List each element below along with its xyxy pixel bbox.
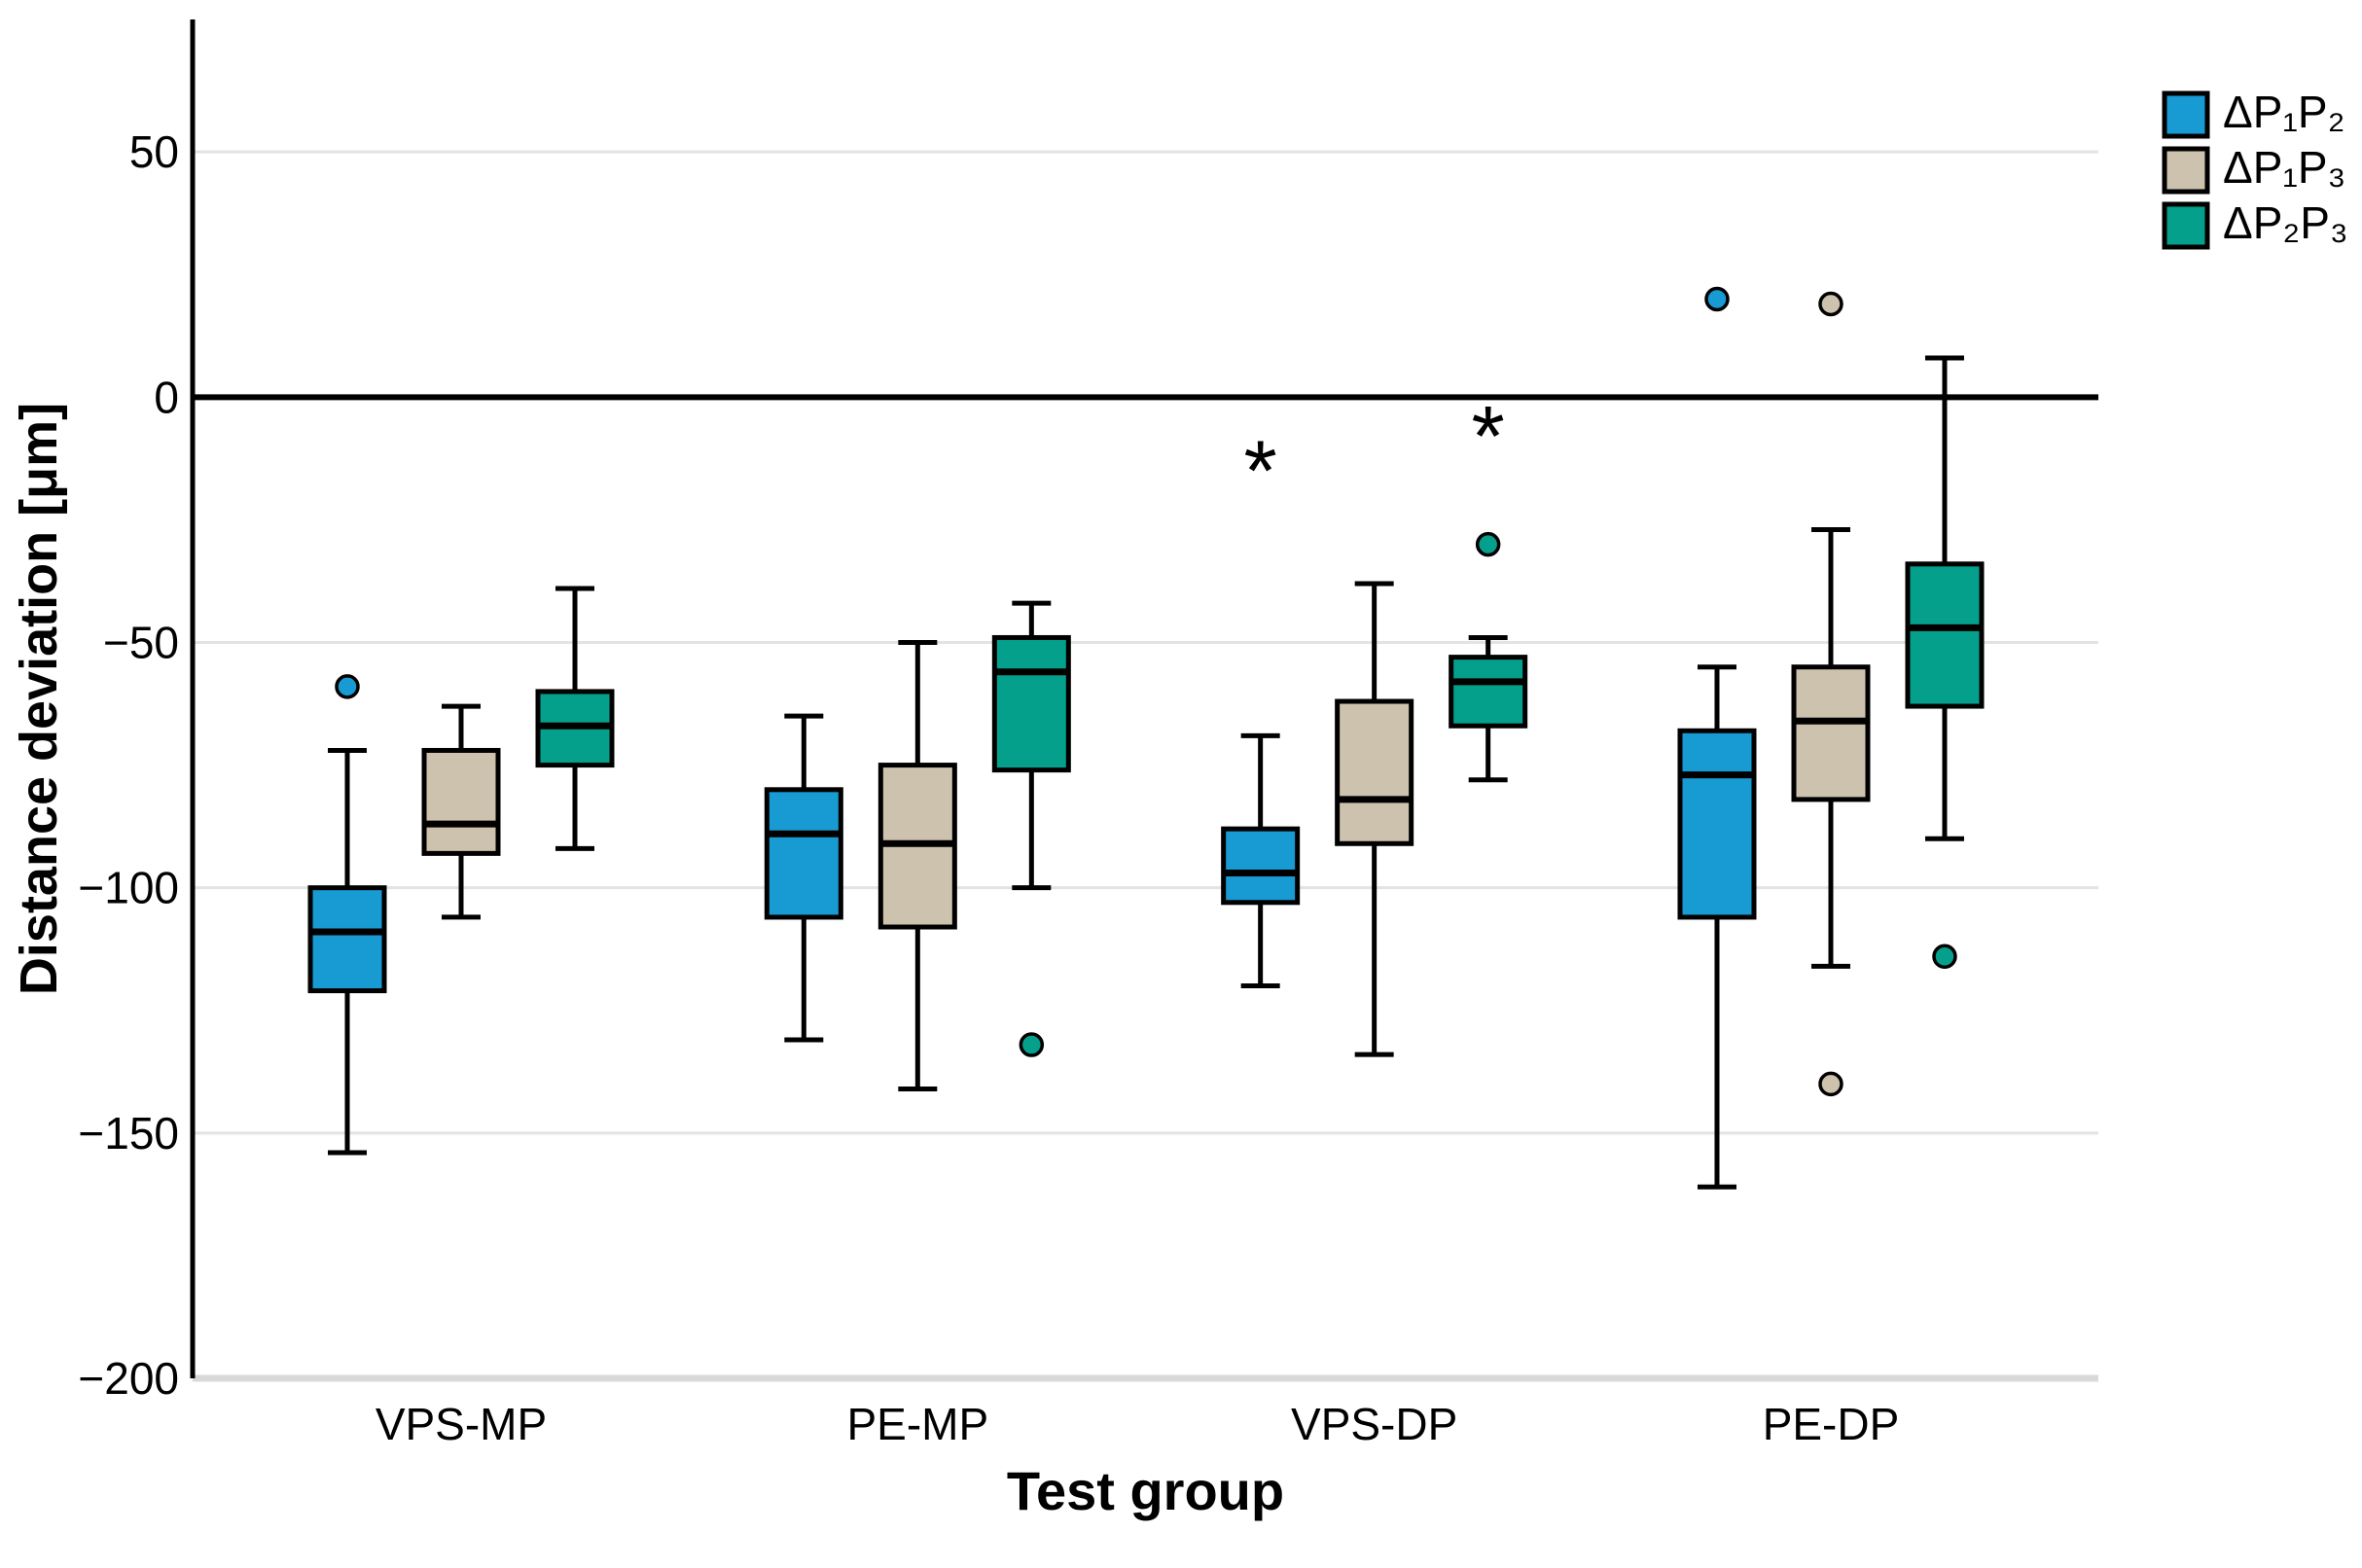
- outlier-dot: [1019, 1032, 1045, 1057]
- x-axis-title: Test group: [1007, 1460, 1284, 1521]
- outlier-dot: [1818, 1071, 1843, 1097]
- iqr-box: [307, 885, 387, 994]
- y-tick-label--150: −150: [78, 1108, 179, 1158]
- x-tick-label-pe-dp: PE-DP: [1763, 1399, 1900, 1449]
- iqr-box: [764, 787, 843, 920]
- iqr-box: [421, 747, 501, 856]
- box-pe-dp-series-2: [1905, 355, 1985, 970]
- box-pe-mp-series-1: [877, 640, 957, 1091]
- iqr-box: [1905, 561, 1985, 709]
- box-vps-dp-series-2: *: [1449, 388, 1528, 783]
- box-vps-mp-series-0: [307, 674, 387, 1156]
- x-tick-label-vps-dp: VPS-DP: [1291, 1399, 1457, 1449]
- extreme-outlier-asterisk: *: [1472, 388, 1505, 484]
- legend-label-1: ΔP₁P₃: [2223, 142, 2345, 193]
- iqr-box: [1335, 698, 1414, 846]
- legend-label-2: ΔP₂P₃: [2223, 197, 2348, 248]
- y-tick-label--100: −100: [78, 863, 179, 913]
- legend-swatch-1: [2162, 146, 2210, 195]
- x-tick-label-pe-mp: PE-MP: [846, 1399, 988, 1449]
- legend-swatch-0: [2162, 90, 2210, 139]
- y-tick-label-0: 0: [154, 372, 179, 422]
- y-tick-label--50: −50: [103, 618, 179, 668]
- box-vps-mp-series-1: [421, 703, 501, 920]
- box-pe-dp-series-1: [1791, 291, 1871, 1097]
- y-tick-label--200: −200: [78, 1353, 179, 1404]
- box-pe-dp-series-0: [1677, 286, 1757, 1190]
- box-vps-mp-series-2: [535, 586, 615, 851]
- legend-swatch-2: [2162, 201, 2210, 250]
- x-tick-label-vps-mp: VPS-MP: [376, 1399, 547, 1449]
- box-pe-mp-series-0: [764, 713, 843, 1043]
- y-axis-title: Distance deviation [μm]: [10, 403, 68, 995]
- outlier-dot: [335, 674, 360, 699]
- box-pe-mp-series-2: [991, 600, 1071, 1057]
- box-vps-dp-series-1: [1335, 581, 1414, 1057]
- iqr-box: [991, 634, 1071, 773]
- outlier-dot: [1932, 944, 1957, 970]
- box-vps-dp-series-0: *: [1221, 422, 1301, 989]
- iqr-box: [1221, 826, 1301, 906]
- iqr-box: [1791, 664, 1871, 802]
- iqr-box: [1677, 728, 1757, 920]
- extreme-outlier-asterisk: *: [1244, 422, 1277, 518]
- outlier-dot: [1704, 286, 1730, 312]
- outlier-dot: [1818, 291, 1843, 317]
- outlier-dot: [1475, 531, 1501, 557]
- iqr-box: [1449, 655, 1528, 729]
- y-tick-label-50: 50: [129, 126, 179, 177]
- legend-label-0: ΔP₁P₂: [2223, 87, 2344, 137]
